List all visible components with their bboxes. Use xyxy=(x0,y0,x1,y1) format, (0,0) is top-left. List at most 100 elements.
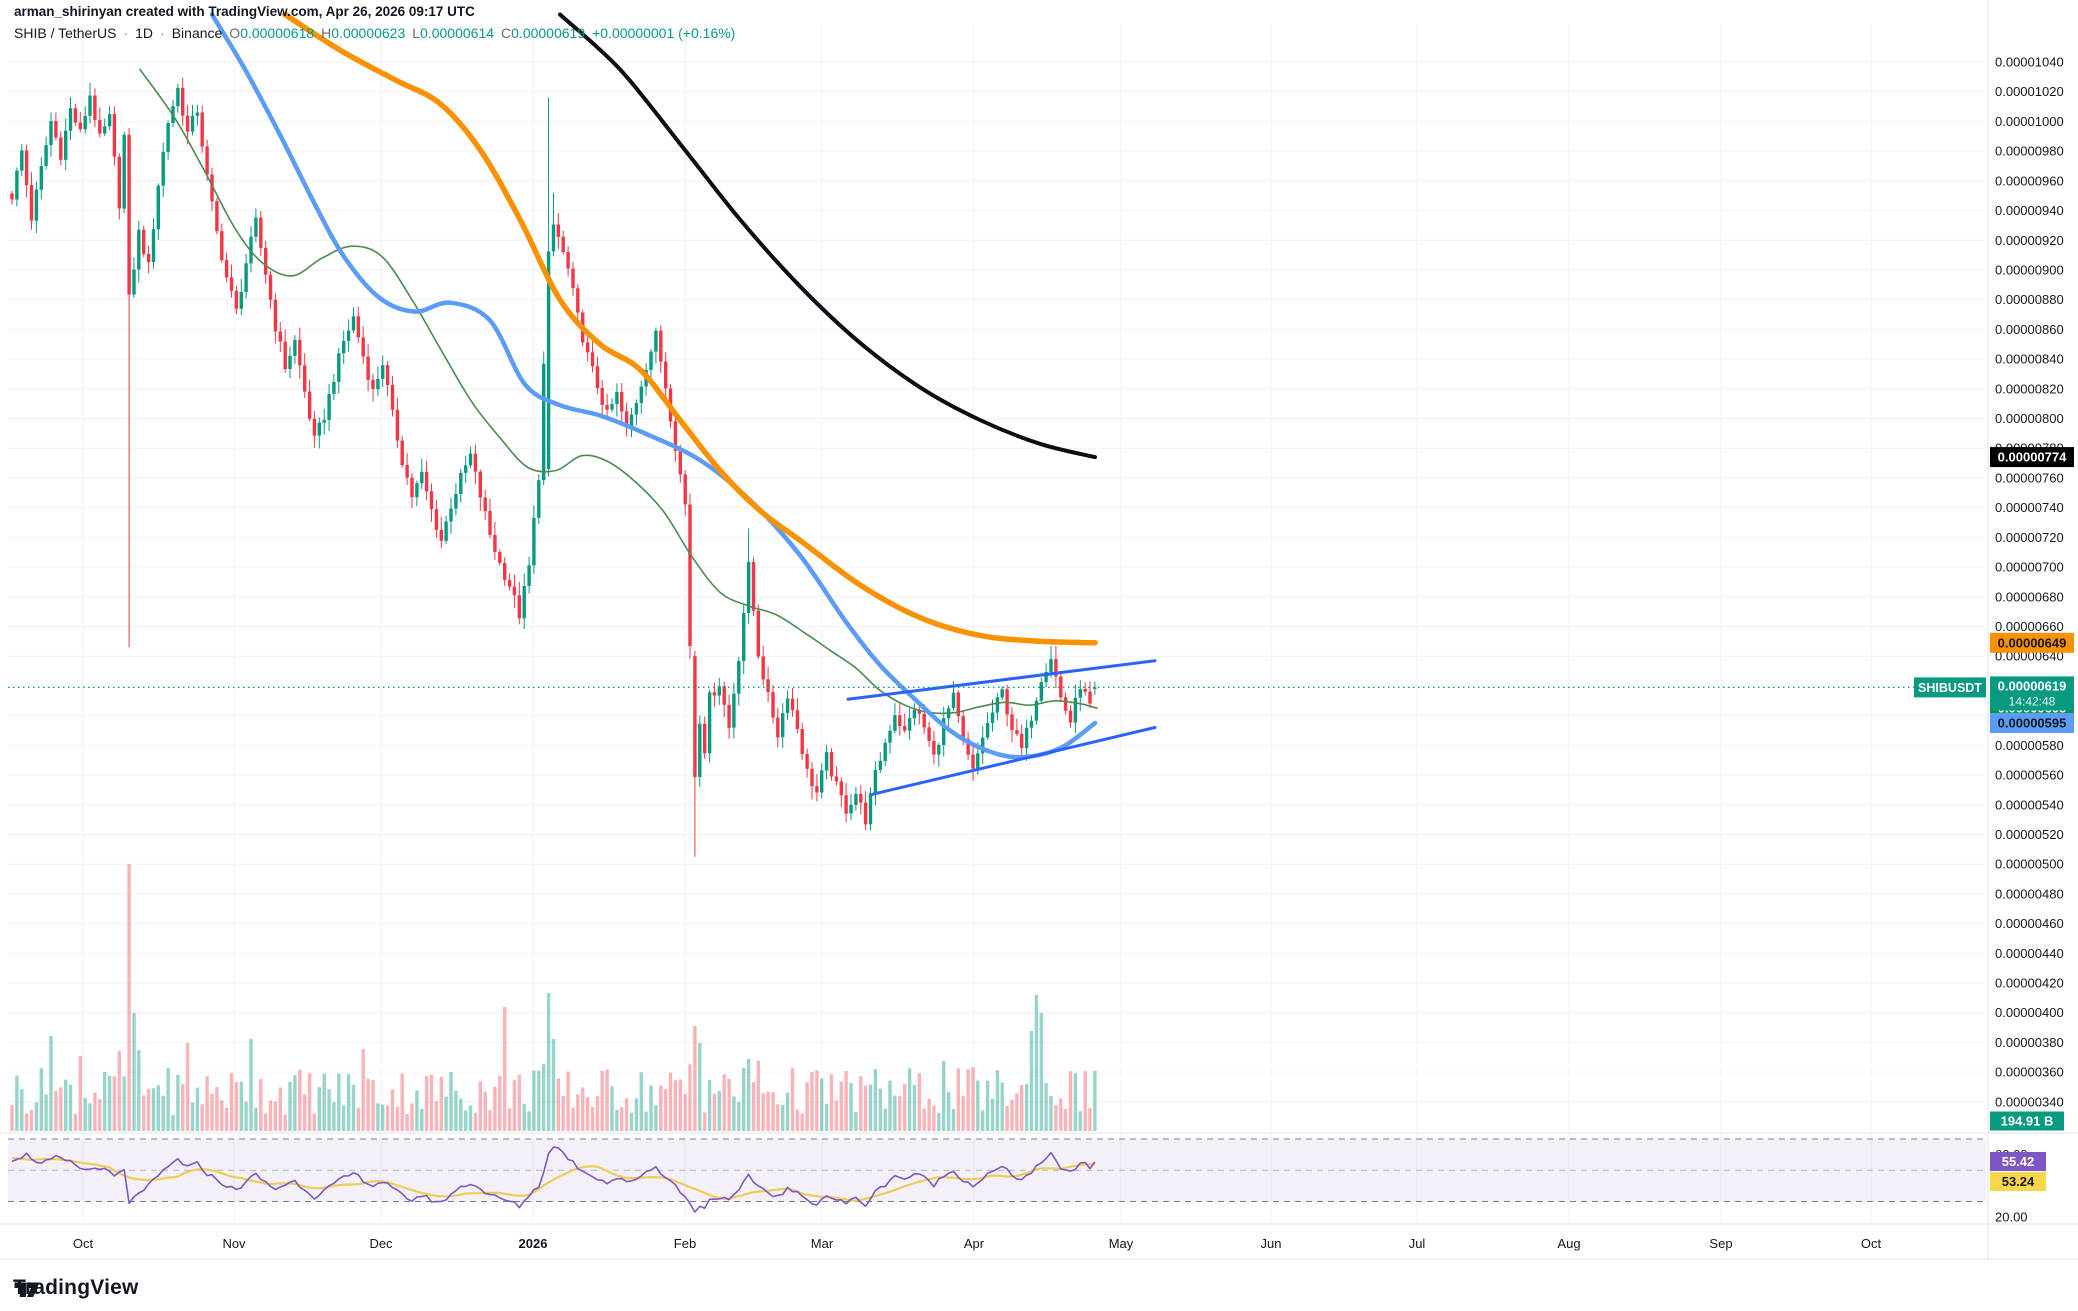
volume-bar xyxy=(785,1092,790,1131)
volume-bar xyxy=(810,1072,814,1131)
price-axis-label: 0.00000460 xyxy=(1995,916,2064,931)
candle-body xyxy=(756,610,760,657)
time-axis-label: Nov xyxy=(222,1236,246,1251)
candle-body xyxy=(1034,700,1039,721)
volume-bar xyxy=(376,1103,380,1131)
volume-bar xyxy=(39,1068,43,1131)
candle-body xyxy=(863,802,868,825)
candle-body xyxy=(415,483,419,498)
volume-bar xyxy=(742,1067,746,1131)
volume-bar xyxy=(200,1104,204,1131)
wedge-lower-trendline[interactable] xyxy=(870,726,1157,796)
volume-bar xyxy=(424,1076,429,1131)
volume-bar xyxy=(132,1013,136,1131)
candle-body xyxy=(561,236,565,252)
candle-body xyxy=(151,229,156,263)
volume-bar xyxy=(20,1089,24,1131)
candle-body xyxy=(824,752,829,771)
candle-body xyxy=(429,491,434,510)
volume-bar xyxy=(683,1094,687,1131)
volume-bar xyxy=(303,1094,307,1131)
volume-bar xyxy=(1054,1104,1058,1131)
candle-body xyxy=(488,511,492,535)
volume-bar xyxy=(829,1074,834,1131)
volume-bar xyxy=(1034,995,1039,1131)
candle-body xyxy=(420,471,424,484)
volume-bar xyxy=(385,1105,390,1131)
volume-bar xyxy=(322,1073,326,1131)
candle-body xyxy=(381,365,385,379)
volume-bar xyxy=(507,1108,512,1131)
candle-body xyxy=(224,260,229,278)
candle-body xyxy=(468,453,473,466)
candle-body xyxy=(937,745,941,755)
volume-bar xyxy=(966,1069,970,1131)
candle-body xyxy=(176,87,180,107)
volume-bar xyxy=(1000,1082,1004,1131)
candle-body xyxy=(732,693,736,728)
rsi-value-badge-text: 55.42 xyxy=(2002,1154,2035,1169)
price-axis-label: 0.00000840 xyxy=(1995,352,2064,367)
volume-bar xyxy=(1073,1073,1078,1131)
tradingview-logo-text: TradingView xyxy=(13,1276,139,1299)
candle-body xyxy=(829,752,834,777)
volume-bar xyxy=(112,1076,117,1131)
candle-body xyxy=(498,552,502,563)
volume-bar xyxy=(488,1110,492,1131)
legend-exchange[interactable]: Binance xyxy=(171,25,223,41)
candle-body xyxy=(649,351,653,370)
candle-body xyxy=(1073,697,1078,723)
candle-body xyxy=(205,146,209,175)
volume-bar xyxy=(795,1109,800,1131)
candle-body xyxy=(137,229,141,270)
volume-bar xyxy=(981,1110,985,1131)
candle-body xyxy=(444,521,448,541)
candle-body xyxy=(795,710,800,729)
volume-bar xyxy=(449,1072,453,1131)
candle-body xyxy=(312,418,317,436)
candle-body xyxy=(229,277,234,291)
volume-bar xyxy=(503,1007,507,1131)
candle-body xyxy=(820,770,824,793)
volume-bar xyxy=(483,1091,487,1131)
volume-bar xyxy=(1024,1083,1029,1131)
volume-bar xyxy=(990,1098,995,1131)
volume-bar xyxy=(912,1084,917,1131)
time-axis-label: Dec xyxy=(369,1236,393,1251)
ma-green-line xyxy=(139,68,1098,715)
current-price-badge-text: 0.00000619 xyxy=(1998,678,2067,693)
wedge-trendlines xyxy=(846,659,1157,796)
candle-body xyxy=(107,114,112,127)
volume-bar xyxy=(605,1069,609,1131)
volume-bar xyxy=(556,1078,560,1131)
candle-body xyxy=(912,709,917,719)
wedge-upper-trendline[interactable] xyxy=(846,659,1157,701)
candle-body xyxy=(122,134,126,209)
price-axis-label: 0.00000940 xyxy=(1995,203,2064,218)
bar-countdown-text: 14:42:48 xyxy=(2009,694,2056,708)
volume-bar xyxy=(156,1085,160,1131)
volume-bar xyxy=(107,1075,112,1131)
price-axis-label: 0.00000820 xyxy=(1995,381,2064,396)
volume-bar xyxy=(185,1043,190,1131)
volume-bar xyxy=(420,1108,424,1131)
volume-bar xyxy=(351,1084,356,1131)
candle-body xyxy=(117,156,121,209)
candle-body xyxy=(878,760,882,770)
volume-bar xyxy=(971,1067,975,1131)
candle-body xyxy=(971,754,975,769)
tradingview-logo[interactable]: TradingView xyxy=(13,1276,139,1300)
price-axis-label: 0.00000500 xyxy=(1995,857,2064,872)
candle-body xyxy=(761,656,765,680)
legend-separator: · xyxy=(160,25,165,41)
candle-body xyxy=(1093,687,1097,689)
legend-symbol[interactable]: SHIB / TetherUS xyxy=(14,25,117,41)
volume-bar xyxy=(381,1104,385,1131)
candle-body xyxy=(132,269,136,295)
candle-body xyxy=(800,729,804,754)
volume-bar xyxy=(903,1084,907,1131)
time-axis[interactable]: Oct Nov Dec 2026 Feb Mar Apr May Jun Jul Aug Sep Oct xyxy=(73,1236,1882,1251)
candle-body xyxy=(181,87,185,116)
legend-interval[interactable]: 1D xyxy=(135,25,154,41)
